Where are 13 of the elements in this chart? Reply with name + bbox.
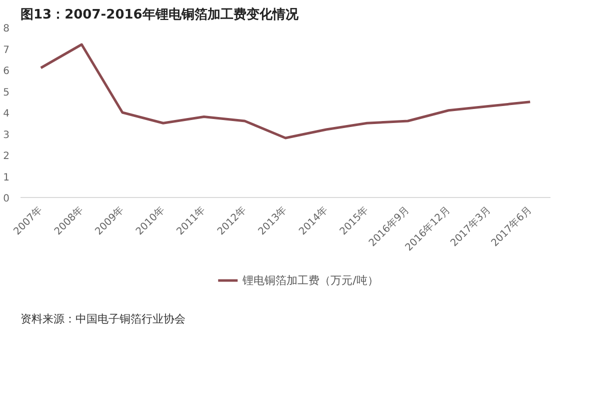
y-tick-label: 2 <box>3 151 10 162</box>
y-tick-label: 1 <box>3 172 10 184</box>
y-tick-label: 3 <box>3 130 10 141</box>
y-tick-label: 0 <box>3 194 10 204</box>
y-tick-label: 7 <box>3 44 10 56</box>
chart-title: 图13：2007-2016年锂电铜箔加工费变化情况 <box>20 6 300 22</box>
y-tick-label: 8 <box>3 24 10 34</box>
text: 资料来源：中国电子铜箔行业协会 <box>20 312 186 326</box>
legend-label: 锂电铜箔加工费（万元/吨） <box>242 272 378 288</box>
y-tick-label: 5 <box>3 87 10 98</box>
line-series <box>40 43 532 140</box>
y-tick-label: 4 <box>3 108 10 120</box>
y-tick-label: 6 <box>3 66 10 77</box>
